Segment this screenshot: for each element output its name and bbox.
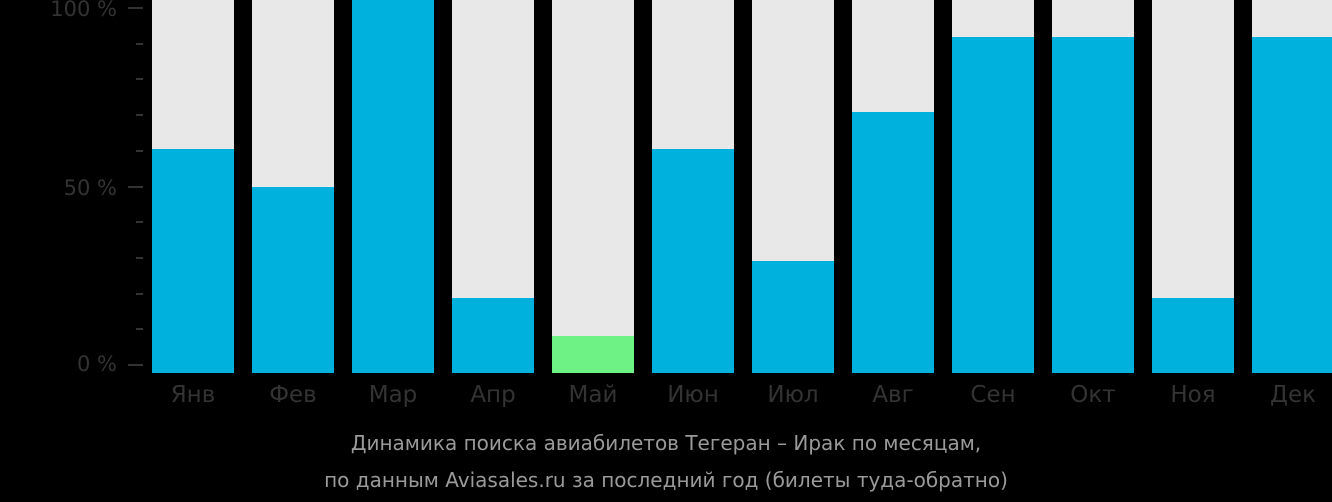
y-tick bbox=[136, 257, 143, 259]
y-tick bbox=[136, 150, 143, 152]
bar-0 bbox=[152, 0, 234, 373]
bar-6 bbox=[752, 0, 834, 373]
bar-fill bbox=[352, 0, 434, 373]
bar-fill bbox=[552, 335, 634, 373]
bar-10 bbox=[1152, 0, 1234, 373]
y-tick bbox=[128, 7, 143, 9]
bar-7 bbox=[852, 0, 934, 373]
bar-3 bbox=[452, 0, 534, 373]
bar-9 bbox=[1052, 0, 1134, 373]
bar-2 bbox=[352, 0, 434, 373]
bar-fill bbox=[752, 261, 834, 373]
bar-1 bbox=[252, 0, 334, 373]
bar-5 bbox=[652, 0, 734, 373]
x-tick-label: Ноя bbox=[1170, 382, 1216, 408]
bar-fill bbox=[1252, 37, 1332, 373]
x-tick-label: Сен bbox=[970, 382, 1016, 408]
y-tick bbox=[136, 293, 143, 295]
y-tick-label-0: 0 % bbox=[77, 352, 117, 376]
x-tick-label: Июл bbox=[767, 382, 819, 408]
x-tick-label: Май bbox=[568, 382, 618, 408]
bar-fill bbox=[152, 149, 234, 373]
y-tick bbox=[136, 78, 143, 80]
x-tick-label: Апр bbox=[470, 382, 516, 408]
bar-fill bbox=[452, 298, 534, 373]
bar-fill bbox=[952, 37, 1034, 373]
x-tick-label: Янв bbox=[170, 382, 216, 408]
y-tick-label-100: 100 % bbox=[50, 0, 117, 21]
y-tick-label-50: 50 % bbox=[63, 176, 117, 200]
y-tick bbox=[136, 328, 143, 330]
x-tick-label: Дек bbox=[1269, 382, 1316, 408]
bar-fill bbox=[252, 186, 334, 373]
bar-fill bbox=[652, 149, 734, 373]
bar-fill bbox=[852, 111, 934, 373]
bar-fill bbox=[1152, 298, 1234, 373]
x-tick-label: Фев bbox=[269, 382, 317, 408]
x-tick-label: Авг bbox=[872, 382, 914, 408]
bar-4 bbox=[552, 0, 634, 373]
bar-fill bbox=[1052, 37, 1134, 373]
x-tick-label: Окт bbox=[1070, 382, 1116, 408]
x-tick-label: Июн bbox=[667, 382, 719, 408]
bar-8 bbox=[952, 0, 1034, 373]
bar-11 bbox=[1252, 0, 1332, 373]
y-tick bbox=[136, 221, 143, 223]
y-tick bbox=[136, 114, 143, 116]
chart-caption-line2: по данным Aviasales.ru за последний год … bbox=[324, 468, 1008, 492]
y-tick bbox=[136, 43, 143, 45]
x-tick-label: Мар bbox=[368, 382, 418, 408]
y-tick bbox=[128, 186, 143, 188]
chart-caption-line1: Динамика поиска авиабилетов Тегеран – Ир… bbox=[350, 431, 982, 455]
y-tick bbox=[128, 364, 143, 366]
